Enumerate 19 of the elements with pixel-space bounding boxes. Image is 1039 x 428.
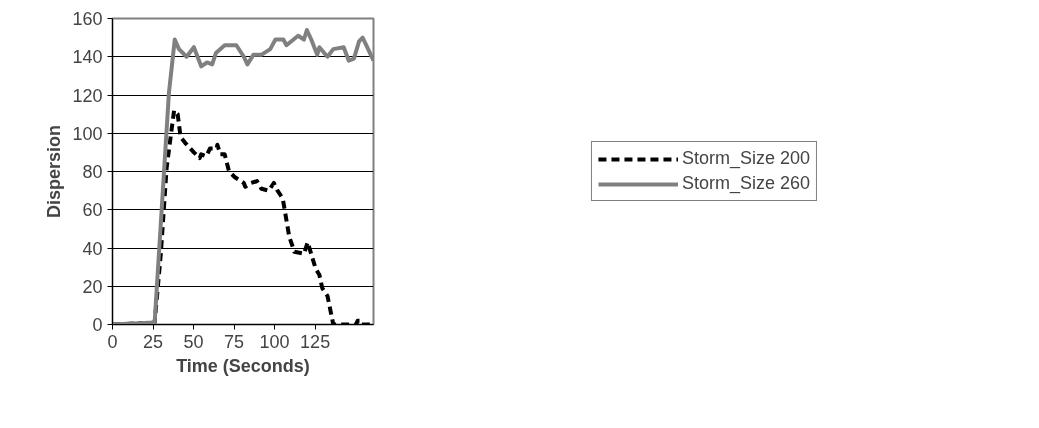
y-tick-label: 0 xyxy=(92,315,103,335)
x-tick-label: 25 xyxy=(143,331,164,352)
y-tick-label: 40 xyxy=(82,238,103,259)
x-tick-label: 0 xyxy=(107,331,118,352)
x-tick-label: 100 xyxy=(259,331,290,352)
y-axis-title: Dispersion xyxy=(44,124,65,219)
y-tick-label: 80 xyxy=(82,162,103,182)
x-tick-label: 75 xyxy=(224,331,245,352)
y-tick-label: 160 xyxy=(72,9,103,29)
x-tick-label: 50 xyxy=(183,331,204,352)
legend-label: Storm_Size 200 xyxy=(681,148,811,169)
legend-label: Storm_Size 260 xyxy=(681,173,811,194)
x-axis-title: Time (Seconds) xyxy=(176,355,310,376)
y-tick-label: 20 xyxy=(82,276,103,297)
y-tick-label: 60 xyxy=(82,200,103,221)
y-tick-label: 100 xyxy=(72,123,103,144)
y-tick-label: 140 xyxy=(72,47,103,68)
y-tick-label: 120 xyxy=(72,85,103,106)
x-tick-label: 125 xyxy=(300,331,331,352)
